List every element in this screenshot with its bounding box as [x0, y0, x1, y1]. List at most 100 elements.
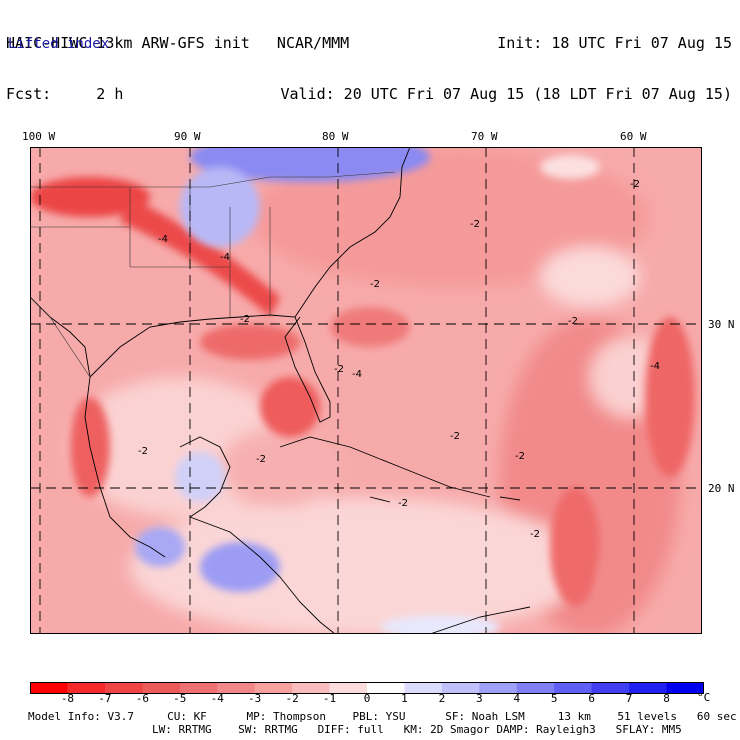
- contour-label: -2: [138, 446, 148, 457]
- colorbar-segment: [67, 682, 106, 694]
- contour-labels: -4 -4 -4 -2 -2 -2 -2 -2 -2 -2 -2 -2 -4 -…: [138, 179, 660, 540]
- colorbar-tick-label: -7: [98, 692, 112, 705]
- colorbar-segment: [441, 682, 480, 694]
- contour-label: -2: [370, 279, 380, 290]
- colorbar-segment: [292, 682, 331, 694]
- colorbar-tick-label: -2: [285, 692, 299, 705]
- stable-central-america: [200, 542, 280, 592]
- core-east-caribbean: [550, 487, 600, 607]
- colorbar-tick-label: 7: [625, 692, 633, 705]
- map-frame: [30, 147, 702, 634]
- coast-cuba: [279, 436, 401, 468]
- contour-label: -4: [220, 252, 230, 263]
- coast-jamaica: [369, 496, 391, 503]
- stable-tennessee: [180, 167, 260, 247]
- coastlines: [29, 146, 531, 635]
- core-south-florida: [260, 377, 320, 437]
- colorbar-segment: [591, 682, 630, 694]
- init-time: Init: 18 UTC Fri 07 Aug 15: [497, 34, 732, 52]
- colorbar-tick-label: -5: [173, 692, 187, 705]
- shade-florida-straits: [220, 427, 340, 507]
- contour-label: -2: [470, 219, 480, 230]
- colorbar-segment: [254, 682, 293, 694]
- stable-yucatan-south: [135, 527, 185, 567]
- colorbar-segment: [329, 682, 368, 694]
- colorbar-segment: [104, 682, 143, 694]
- border-north: [30, 171, 396, 188]
- contour-label: -2: [630, 179, 640, 190]
- colorbar-segment: [367, 682, 405, 694]
- lat-lon-grid: [30, 147, 702, 634]
- contour-label: -4: [158, 234, 168, 245]
- colorbar-segment: [516, 682, 555, 694]
- colorbar-tick-label: 3: [476, 692, 483, 705]
- colorbar-segment: [142, 682, 181, 694]
- colorbar-segment: [554, 682, 593, 694]
- lifted-index-map: -4 -4 -4 -2 -2 -2 -2 -2 -2 -2 -2 -2 -4 -…: [29, 132, 702, 639]
- core-atlantic-coast: [330, 307, 410, 347]
- colorbar-unit: °C: [697, 691, 711, 704]
- model-title: HAIC-HIWC 13km ARW-GFS init NCAR/MMM: [6, 34, 350, 52]
- coast-us-east: [294, 146, 411, 318]
- coast-puerto-rico: [499, 496, 521, 501]
- colorbar-frame: [30, 682, 704, 694]
- model-info-line1: Model Info: V3.7 CU: KF MP: Thompson PBL…: [28, 710, 737, 723]
- colorbar-tick-label: 5: [550, 692, 558, 705]
- colorbar: [30, 682, 704, 694]
- contour-label: -2: [450, 431, 460, 442]
- header-left: HAIC-HIWC 13km ARW-GFS init NCAR/MMM Fcs…: [6, 1, 349, 120]
- colorbar-tick-label: 0: [363, 692, 371, 705]
- valid-time: Valid: 20 UTC Fri 07 Aug 15 (18 LDT Fri …: [280, 85, 732, 103]
- colorbar-tick-label: -6: [135, 692, 149, 705]
- contour-label: -4: [650, 361, 660, 372]
- colorbar-tick-label: 4: [513, 692, 521, 705]
- model-info-line2: LW: RRTMG SW: RRTMG DIFF: full KM: 2D Sm…: [152, 723, 682, 736]
- shade-ne-atlantic: [250, 147, 650, 287]
- colorbar-tick-label: 6: [588, 692, 595, 705]
- coast-mexico-gulf: [29, 296, 166, 558]
- colorbar-segment: [217, 682, 256, 694]
- coast-us-gulf-florida: [89, 314, 331, 423]
- colorbar-segment: [404, 682, 443, 694]
- colorbar-tick-label: -1: [322, 692, 337, 705]
- coast-central-america: [189, 516, 336, 635]
- contour-label: -4: [352, 369, 362, 380]
- contour-label: -2: [240, 314, 250, 325]
- contour-label: -2: [515, 451, 525, 462]
- colorbar-segment: [30, 682, 68, 694]
- lon-label-100w: 100 W: [22, 130, 56, 143]
- coast-hispaniola: [399, 466, 491, 498]
- coast-south-america: [429, 606, 531, 635]
- colorbar-segment: [179, 682, 218, 694]
- core-gulf-coast-band: [120, 197, 280, 317]
- shade-caribbean: [130, 497, 590, 637]
- contour-label: -2: [568, 316, 578, 327]
- lon-label-90w: 90 W: [174, 130, 201, 143]
- contour-label: -2: [398, 498, 408, 509]
- stable-yucatan: [175, 452, 225, 502]
- shade-light-atlantic: [540, 247, 640, 307]
- colorbar-segment: [666, 682, 704, 694]
- contour-label: -2: [256, 454, 266, 465]
- colorbar-tick-label: 8: [663, 692, 670, 705]
- lat-label-30n: 30 N: [708, 318, 735, 331]
- colorbar-segment: [479, 682, 518, 694]
- contour-label: -2: [334, 364, 344, 375]
- stable-new-england-coast: [540, 155, 600, 179]
- core-north-gulf: [200, 324, 300, 360]
- lat-label-20n: 20 N: [708, 482, 735, 495]
- lon-label-60w: 60 W: [620, 130, 647, 143]
- coast-yucatan: [179, 436, 231, 518]
- lon-label-70w: 70 W: [471, 130, 498, 143]
- colorbar-ticks: -8 -7 -6 -5 -4 -3 -2 -1 0 1 2 3 4 5 6 7 8: [30, 692, 720, 706]
- colorbar-tick-label: -8: [60, 692, 75, 705]
- forecast-hour: Fcst: 2 h: [6, 85, 124, 103]
- colorbar-tick-label: -3: [248, 692, 262, 705]
- map-panel: -4 -4 -4 -2 -2 -2 -2 -2 -2 -2 -2 -2 -4 -…: [29, 132, 702, 639]
- colorbar-tick-label: 1: [401, 692, 408, 705]
- colorbar-tick-label: -4: [210, 692, 224, 705]
- colorbar-tick-label: 2: [438, 692, 446, 705]
- core-far-east: [645, 317, 695, 477]
- colorbar-segment: [629, 682, 668, 694]
- header-right: Init: 18 UTC Fri 07 Aug 15 Valid: 20 UTC…: [280, 1, 732, 120]
